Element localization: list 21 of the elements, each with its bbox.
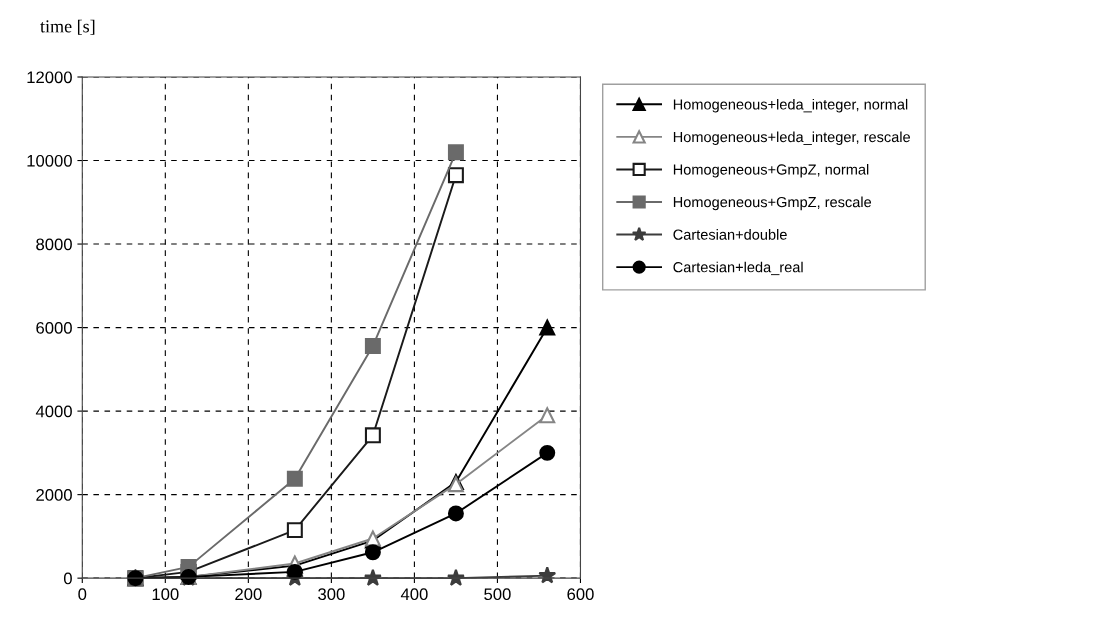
y-tick-label: 10000 — [27, 154, 72, 167]
legend-label: Cartesian+leda_real — [673, 261, 803, 276]
legend-label: Homogeneous+leda_integer, rescale — [673, 131, 911, 146]
x-tick-label: 0 — [78, 588, 87, 601]
y-tick-label: 2000 — [36, 489, 72, 501]
legend-label: Homogeneous+GmpZ, rescale — [673, 196, 872, 211]
y-tick-label: 6000 — [36, 321, 72, 334]
x-tick-label: 200 — [235, 588, 262, 601]
x-tick-label: 500 — [484, 588, 511, 601]
x-tick-label: 100 — [152, 588, 179, 601]
y-tick-label: 12000 — [27, 71, 72, 84]
x-tick-label: 600 — [567, 588, 594, 601]
y-tick-label: 4000 — [35, 405, 72, 418]
y-axis-title: time [s] — [40, 19, 95, 35]
legend-label: Homogeneous+GmpZ, normal — [673, 163, 869, 178]
y-tick-label: 0 — [63, 572, 72, 585]
y-tick-label: 8000 — [36, 238, 72, 251]
x-tick-label: 300 — [318, 588, 345, 601]
legend-label: Cartesian+double — [673, 229, 787, 240]
legend-label: Homogeneous+leda_integer, normal — [673, 98, 908, 113]
x-tick-label: 400 — [400, 588, 428, 601]
